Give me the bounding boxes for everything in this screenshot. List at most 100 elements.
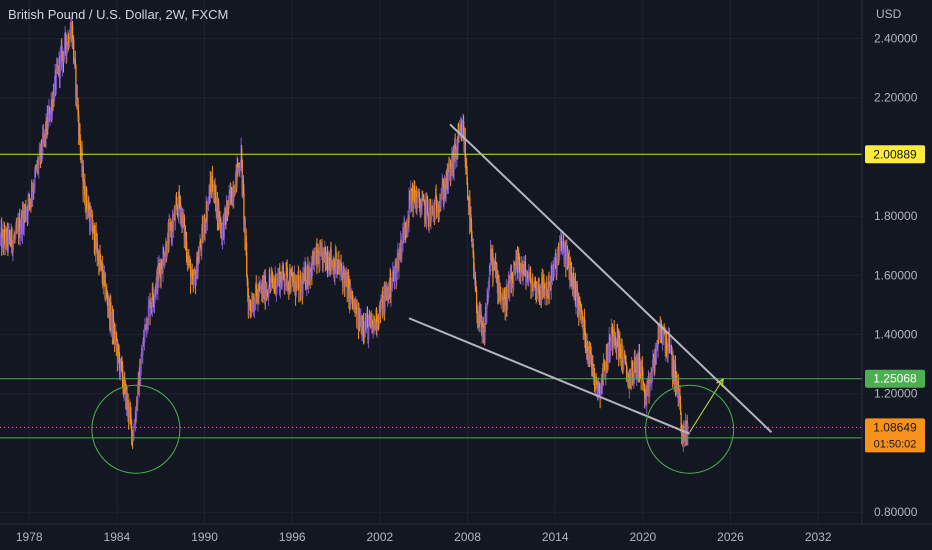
candle-body [324, 246, 327, 262]
highlight-circle [91, 384, 181, 474]
candle-body [79, 124, 81, 140]
candle-body [211, 175, 214, 190]
time-tick-label: 2026 [717, 530, 744, 544]
candle-body [576, 283, 578, 293]
candle-body [680, 413, 682, 426]
candle-body [223, 212, 225, 239]
candle-body [246, 252, 248, 276]
candle-body [193, 271, 196, 279]
candle-body [609, 344, 611, 357]
candle-body [418, 191, 420, 203]
candle-body [481, 325, 483, 334]
time-axis-ticks: 1978 1984 1990 1996 2002 2008 2014 2020 2026 2032 [16, 530, 832, 544]
candle-body [470, 222, 473, 236]
candle-body [255, 284, 257, 292]
candle-body [327, 256, 329, 270]
candle-body [76, 85, 78, 106]
candle-body [428, 208, 431, 225]
candle-body [282, 264, 284, 272]
candle-body [398, 253, 400, 270]
candle-body [403, 225, 405, 243]
candle-body [565, 250, 568, 269]
candle-body [344, 275, 346, 289]
candle-body [119, 359, 121, 376]
candle-body [553, 263, 555, 278]
candle-body [532, 288, 534, 292]
candle-body [107, 302, 109, 311]
candle-body [142, 347, 144, 356]
candle-body [594, 373, 596, 384]
candle-body [529, 268, 532, 283]
candle-body [243, 193, 245, 224]
candle-body [149, 301, 151, 316]
candle-body [549, 288, 551, 296]
time-axis[interactable] [0, 524, 862, 550]
current-price-label: 1.08649 [873, 420, 917, 434]
candle-body [441, 183, 443, 195]
candle-body [147, 305, 150, 325]
candle-body [281, 275, 283, 287]
candle-body [5, 229, 7, 246]
candle-body [239, 169, 241, 172]
candle-body [608, 344, 610, 362]
candle-body [38, 160, 40, 169]
candle-body [19, 231, 21, 238]
candle-body [71, 25, 74, 47]
candle-body [527, 276, 529, 281]
candle-body [268, 292, 270, 298]
candle-body [21, 210, 24, 234]
candle-body [177, 209, 179, 212]
time-tick-label: 2032 [805, 530, 832, 544]
candle-body [286, 267, 288, 287]
candle-body [248, 301, 250, 316]
candle-body [461, 121, 464, 138]
candle-body [11, 227, 13, 247]
time-tick-label: 2020 [629, 530, 656, 544]
candle-body [563, 240, 565, 244]
candle-body [93, 226, 96, 252]
candle-body [559, 242, 561, 245]
candle-body [139, 373, 142, 386]
candle-body [201, 227, 203, 250]
candle-body [222, 225, 224, 240]
candle-body [7, 231, 10, 248]
candle-body [334, 270, 336, 278]
candle-body [122, 364, 124, 385]
candle-body [234, 174, 237, 194]
candle-series [0, 16, 689, 453]
candle-body [365, 325, 368, 329]
horizontal-levels [0, 153, 862, 439]
candle-body [676, 383, 678, 392]
candle-body [380, 299, 382, 314]
candle-body [524, 262, 527, 271]
projection-arrow-head [716, 377, 724, 387]
candle-body [166, 255, 168, 258]
candle-body [28, 194, 30, 202]
price-axis-ticks: 2.40000 2.20000 1.80000 1.60000 1.40000 1.200… [874, 31, 918, 519]
candle-body [206, 208, 209, 221]
price-tick-label: 1.80000 [874, 209, 918, 223]
candle-body [517, 252, 519, 274]
candle-body [50, 108, 52, 118]
candle-body [55, 68, 57, 90]
candle-body [259, 285, 261, 287]
time-tick-label: 1984 [104, 530, 131, 544]
candle-body [213, 193, 215, 198]
candle-body [27, 198, 29, 216]
price-tick-label: 1.40000 [874, 328, 918, 342]
candle-body [480, 312, 482, 318]
candle-body [674, 364, 677, 389]
candle-body [619, 349, 622, 353]
candle-body [655, 344, 658, 365]
candle-body [668, 335, 670, 351]
candle-body [74, 59, 76, 66]
candle-body [65, 34, 67, 49]
highlight-circle [645, 384, 735, 474]
candle-body [581, 311, 583, 326]
level-label-bg [865, 145, 925, 164]
trendline [449, 123, 773, 433]
time-tick-label: 2002 [367, 530, 394, 544]
candle-body [595, 377, 597, 389]
candle-body [133, 427, 135, 440]
